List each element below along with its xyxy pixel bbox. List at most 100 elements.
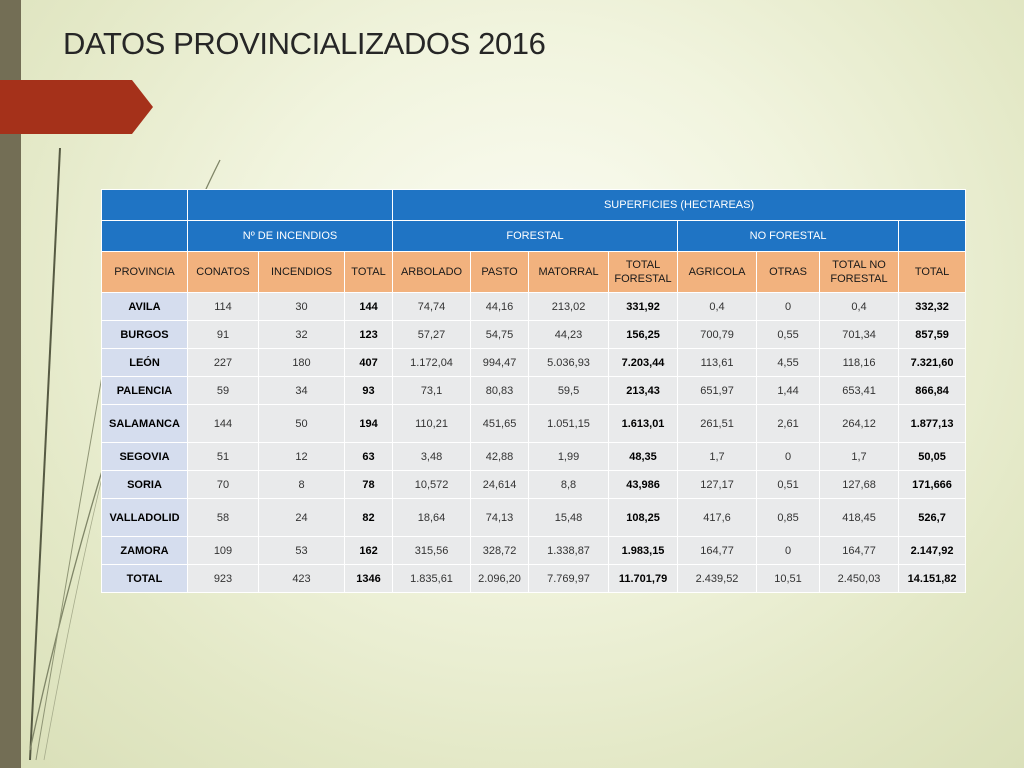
table-cell: 91 [187, 320, 259, 349]
table-cell: 1,99 [528, 442, 610, 471]
column-header: ARBOLADO [392, 251, 472, 293]
table-cell: 127,68 [819, 470, 900, 499]
province-name: AVILA [101, 292, 188, 321]
table-cell: 0 [756, 442, 821, 471]
table-cell: 0,55 [756, 320, 821, 349]
table-cell: 866,84 [898, 376, 967, 405]
header-cell-empty [898, 220, 967, 252]
table-cell: 109 [187, 536, 259, 565]
decorative-line [29, 147, 61, 761]
table-cell: 3,48 [392, 442, 472, 471]
table-cell: 331,92 [608, 292, 679, 321]
table-cell: 14.151,82 [898, 564, 967, 593]
table-cell: 0,85 [756, 498, 821, 537]
table-cell: 332,32 [898, 292, 967, 321]
table-cell: 1.835,61 [392, 564, 472, 593]
table-cell: 54,75 [470, 320, 530, 349]
table-cell: 213,02 [528, 292, 610, 321]
table-cell: 7.321,60 [898, 348, 967, 377]
table-cell: 194 [343, 404, 394, 443]
table-cell: 651,97 [677, 376, 758, 405]
table-cell: 78 [343, 470, 394, 499]
table-cell: 1,44 [756, 376, 821, 405]
table-cell: 264,12 [819, 404, 900, 443]
table-row: PALENCIA 59 34 93 73,1 80,83 59,5 213,43 651,97 1… [101, 376, 967, 405]
table-cell: 5.036,93 [528, 348, 610, 377]
table-cell: 227 [187, 348, 259, 377]
table-cell: 0,4 [677, 292, 758, 321]
table-cell: 32 [258, 320, 345, 349]
table-cell: 48,35 [608, 442, 679, 471]
column-header: TOTAL [343, 251, 394, 293]
table-row: AVILA 114 30 144 74,74 44,16 213,02 331,92 0,4 0 0… [101, 292, 967, 321]
table-cell: 994,47 [470, 348, 530, 377]
table-cell: 51 [187, 442, 259, 471]
table-cell: 123 [343, 320, 394, 349]
table-row: SALAMANCA 144 50 194 110,21 451,65 1.051,15 1.6… [101, 404, 967, 443]
table-cell: 11.701,79 [608, 564, 679, 593]
table-cell: 74,13 [470, 498, 530, 537]
table-cell: 1,7 [677, 442, 758, 471]
table-cell: 82 [343, 498, 394, 537]
table-cell: 118,16 [819, 348, 900, 377]
group-header-row-1: SUPERFICIES (HECTAREAS) [101, 189, 967, 221]
table-row: LEÓN 227 180 407 1.172,04 994,47 5.036,93 7.203… [101, 348, 967, 377]
table-cell: 8,8 [528, 470, 610, 499]
provincial-data-table: SUPERFICIES (HECTAREAS) Nº DE INCENDIOS … [101, 189, 967, 593]
table-cell: 0,51 [756, 470, 821, 499]
table-cell: 58 [187, 498, 259, 537]
table-cell: 328,72 [470, 536, 530, 565]
province-name: SALAMANCA [101, 404, 188, 443]
column-header: AGRICOLA [677, 251, 758, 293]
total-row: TOTAL 923 423 1346 1.835,61 2.096,20 7.769,97 1… [101, 564, 967, 593]
column-header-row: PROVINCIA CONATOS INCENDIOS TOTAL ARBOLADO PA… [101, 251, 967, 293]
table-cell: 164,77 [677, 536, 758, 565]
table-cell: 10,51 [756, 564, 821, 593]
table-cell: 0 [756, 292, 821, 321]
table-cell: 701,34 [819, 320, 900, 349]
table-cell: 2.096,20 [470, 564, 530, 593]
table-cell: 114 [187, 292, 259, 321]
side-bar [0, 0, 21, 768]
header-cell-empty [186, 189, 394, 221]
table-cell: 1.051,15 [528, 404, 610, 443]
table-cell: 700,79 [677, 320, 758, 349]
table-cell: 50 [258, 404, 345, 443]
table-cell: 156,25 [608, 320, 679, 349]
table-cell: 7.203,44 [608, 348, 679, 377]
table-row: VALLADOLID 58 24 82 18,64 74,13 15,48 108,25 417… [101, 498, 967, 537]
table-cell: 18,64 [392, 498, 472, 537]
table-cell: 0 [756, 536, 821, 565]
table-cell: 315,56 [392, 536, 472, 565]
table-cell: 4,55 [756, 348, 821, 377]
table-cell: 8 [258, 470, 345, 499]
no-forestal-header: NO FORESTAL [677, 220, 900, 252]
table-row: BURGOS 91 32 123 57,27 54,75 44,23 156,25 700,79… [101, 320, 967, 349]
header-cell-empty [101, 220, 188, 252]
table-cell: 127,17 [677, 470, 758, 499]
superficies-header: SUPERFICIES (HECTAREAS) [392, 189, 967, 221]
column-header: PASTO [470, 251, 530, 293]
table-cell: 7.769,97 [528, 564, 610, 593]
table-cell: 24 [258, 498, 345, 537]
table-cell: 1.613,01 [608, 404, 679, 443]
header-cell-empty [101, 189, 188, 221]
table-cell: 180 [258, 348, 345, 377]
table-cell: 451,65 [470, 404, 530, 443]
table-cell: 44,16 [470, 292, 530, 321]
table-row: SEGOVIA 51 12 63 3,48 42,88 1,99 48,35 1,7 0 1,7 50… [101, 442, 967, 471]
table-cell: 74,74 [392, 292, 472, 321]
incendios-header: Nº DE INCENDIOS [186, 220, 394, 252]
table-cell: 857,59 [898, 320, 967, 349]
table-cell: 59,5 [528, 376, 610, 405]
province-name: PALENCIA [101, 376, 188, 405]
table-cell: 144 [187, 404, 259, 443]
table-cell: 42,88 [470, 442, 530, 471]
table-cell: 24,614 [470, 470, 530, 499]
table-cell: 423 [258, 564, 345, 593]
table-cell: 164,77 [819, 536, 900, 565]
table-cell: 2.147,92 [898, 536, 967, 565]
table-cell: 113,61 [677, 348, 758, 377]
province-name: SORIA [101, 470, 188, 499]
table-cell: 0,4 [819, 292, 900, 321]
